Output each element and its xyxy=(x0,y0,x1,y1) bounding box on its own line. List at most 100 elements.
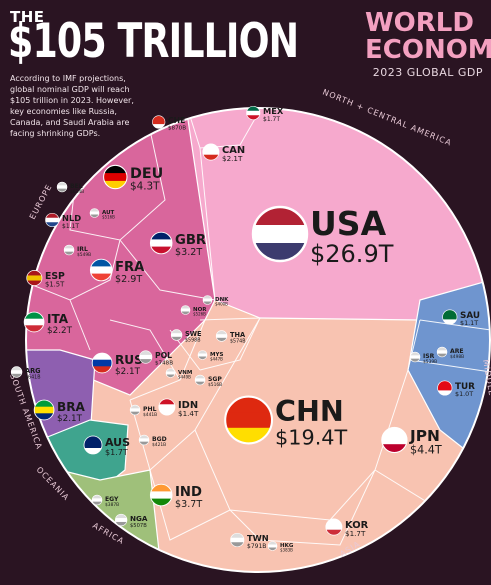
country-esp: ESP$1.5T xyxy=(26,270,65,289)
country-che: CHE$870B xyxy=(152,115,186,131)
country-nga: NGA$507B xyxy=(115,513,148,529)
title-prefix: THE xyxy=(10,8,45,26)
country-code: BEL xyxy=(70,183,83,190)
country-sgp: SGP$516B xyxy=(194,374,222,388)
country-value: $3.2T xyxy=(175,247,202,258)
country-code: EGY xyxy=(105,496,119,503)
country-bra: BRA$2.1T xyxy=(33,399,86,424)
flag-icon xyxy=(91,494,103,506)
country-value: $1.7T xyxy=(345,529,366,538)
flag-icon xyxy=(442,309,458,325)
country-value: $387B xyxy=(105,502,119,508)
flag-icon xyxy=(215,330,228,342)
country-value: $748B xyxy=(155,360,173,366)
country-egy: EGY$387B xyxy=(91,494,119,508)
country-value: $383B xyxy=(280,548,293,553)
country-irl: IRL$549B xyxy=(63,244,91,258)
flag-icon xyxy=(149,483,173,507)
world-economy-heading: WORLD ECONOMY xyxy=(365,8,491,65)
country-bel: BEL$624B xyxy=(56,181,84,195)
flag-icon xyxy=(139,350,153,364)
country-rus: RUS$2.1T xyxy=(91,352,143,377)
country-value: $19.4T xyxy=(275,425,348,449)
country-sau: SAU$1.1T xyxy=(442,309,480,327)
country-code: HKG xyxy=(280,543,294,549)
country-value: $498B xyxy=(450,354,464,360)
country-value: $449B xyxy=(178,375,191,380)
country-value: $441B xyxy=(143,412,157,418)
country-code: PHL xyxy=(143,406,157,413)
flag-icon xyxy=(267,541,278,551)
country-value: $1.7T xyxy=(263,116,280,123)
flag-icon xyxy=(91,352,113,374)
flag-icon xyxy=(165,368,176,378)
country-deu: DEU$4.3T xyxy=(103,164,163,193)
country-vnm: VNM$449B xyxy=(165,368,192,380)
page-title: $105 TRILLION xyxy=(8,14,299,69)
country-bgd: BGD$421B xyxy=(138,434,167,448)
country-value: $516B xyxy=(208,382,222,388)
country-pol: POL$748B xyxy=(139,350,173,366)
country-value: $2.1T xyxy=(57,414,83,424)
country-code: AUS xyxy=(105,436,130,449)
country-value: $791B xyxy=(247,543,266,550)
country-code: DNK xyxy=(215,297,229,303)
country-code: KOR xyxy=(345,520,369,531)
country-value: $624B xyxy=(70,189,84,195)
flag-icon xyxy=(63,244,75,256)
flag-icon xyxy=(409,351,421,363)
country-value: $26.9T xyxy=(310,240,394,268)
region-north-central-america xyxy=(184,108,490,321)
country-nld: NLD$1.1T xyxy=(45,212,81,230)
flag-icon xyxy=(26,270,43,286)
flag-icon xyxy=(436,346,448,358)
country-value: $421B xyxy=(152,442,166,448)
country-code: ITA xyxy=(47,312,69,326)
country-code: IND xyxy=(175,485,202,500)
country-value: $549B xyxy=(77,252,91,258)
country-aut: AUT$516B xyxy=(89,208,115,220)
flag-icon xyxy=(149,231,173,255)
country-code: CAN xyxy=(222,145,245,156)
country-can: CAN$2.1T xyxy=(202,143,245,163)
country-value: $598B xyxy=(185,337,201,343)
country-value: $516B xyxy=(102,215,115,220)
flag-icon xyxy=(23,311,45,333)
country-idn: IDN$1.4T xyxy=(158,398,199,418)
flag-icon xyxy=(194,374,206,386)
country-code: IDN xyxy=(178,400,198,411)
country-code: THA xyxy=(230,331,246,339)
flag-icon xyxy=(45,212,60,228)
country-code: TWN xyxy=(247,533,269,543)
flag-icon xyxy=(103,164,128,190)
country-chn: CHN$19.4T xyxy=(224,394,348,449)
country-code: AUT xyxy=(102,210,115,216)
country-code: GBR xyxy=(175,233,206,248)
country-value: $447B xyxy=(210,357,223,362)
country-aus: AUS$1.7T xyxy=(83,435,130,457)
country-ita: ITA$2.2T xyxy=(23,311,73,336)
flag-icon xyxy=(180,305,191,315)
flag-icon xyxy=(325,518,343,536)
country-usa: USA$26.9T xyxy=(251,204,394,268)
flag-icon xyxy=(129,404,141,416)
country-code: CHN xyxy=(275,394,344,428)
flag-icon xyxy=(10,366,23,378)
country-code: ISR xyxy=(423,353,435,360)
country-value: $1.1T xyxy=(460,319,478,327)
country-tur: TUR$1.0T xyxy=(437,380,475,398)
country-value: $1.0T xyxy=(455,390,473,398)
country-code: JPN xyxy=(409,427,440,445)
flag-icon xyxy=(170,329,183,341)
country-code: NGA xyxy=(130,514,148,523)
flag-icon xyxy=(202,143,220,161)
flag-icon xyxy=(246,105,261,121)
country-value: $2.2T xyxy=(47,326,73,336)
country-value: $3.7T xyxy=(175,499,202,510)
country-value: $400B xyxy=(215,302,228,307)
subtitle: 2023 GLOBAL GDP xyxy=(372,66,483,79)
country-code: VNM xyxy=(178,370,192,376)
flag-icon xyxy=(152,115,166,129)
